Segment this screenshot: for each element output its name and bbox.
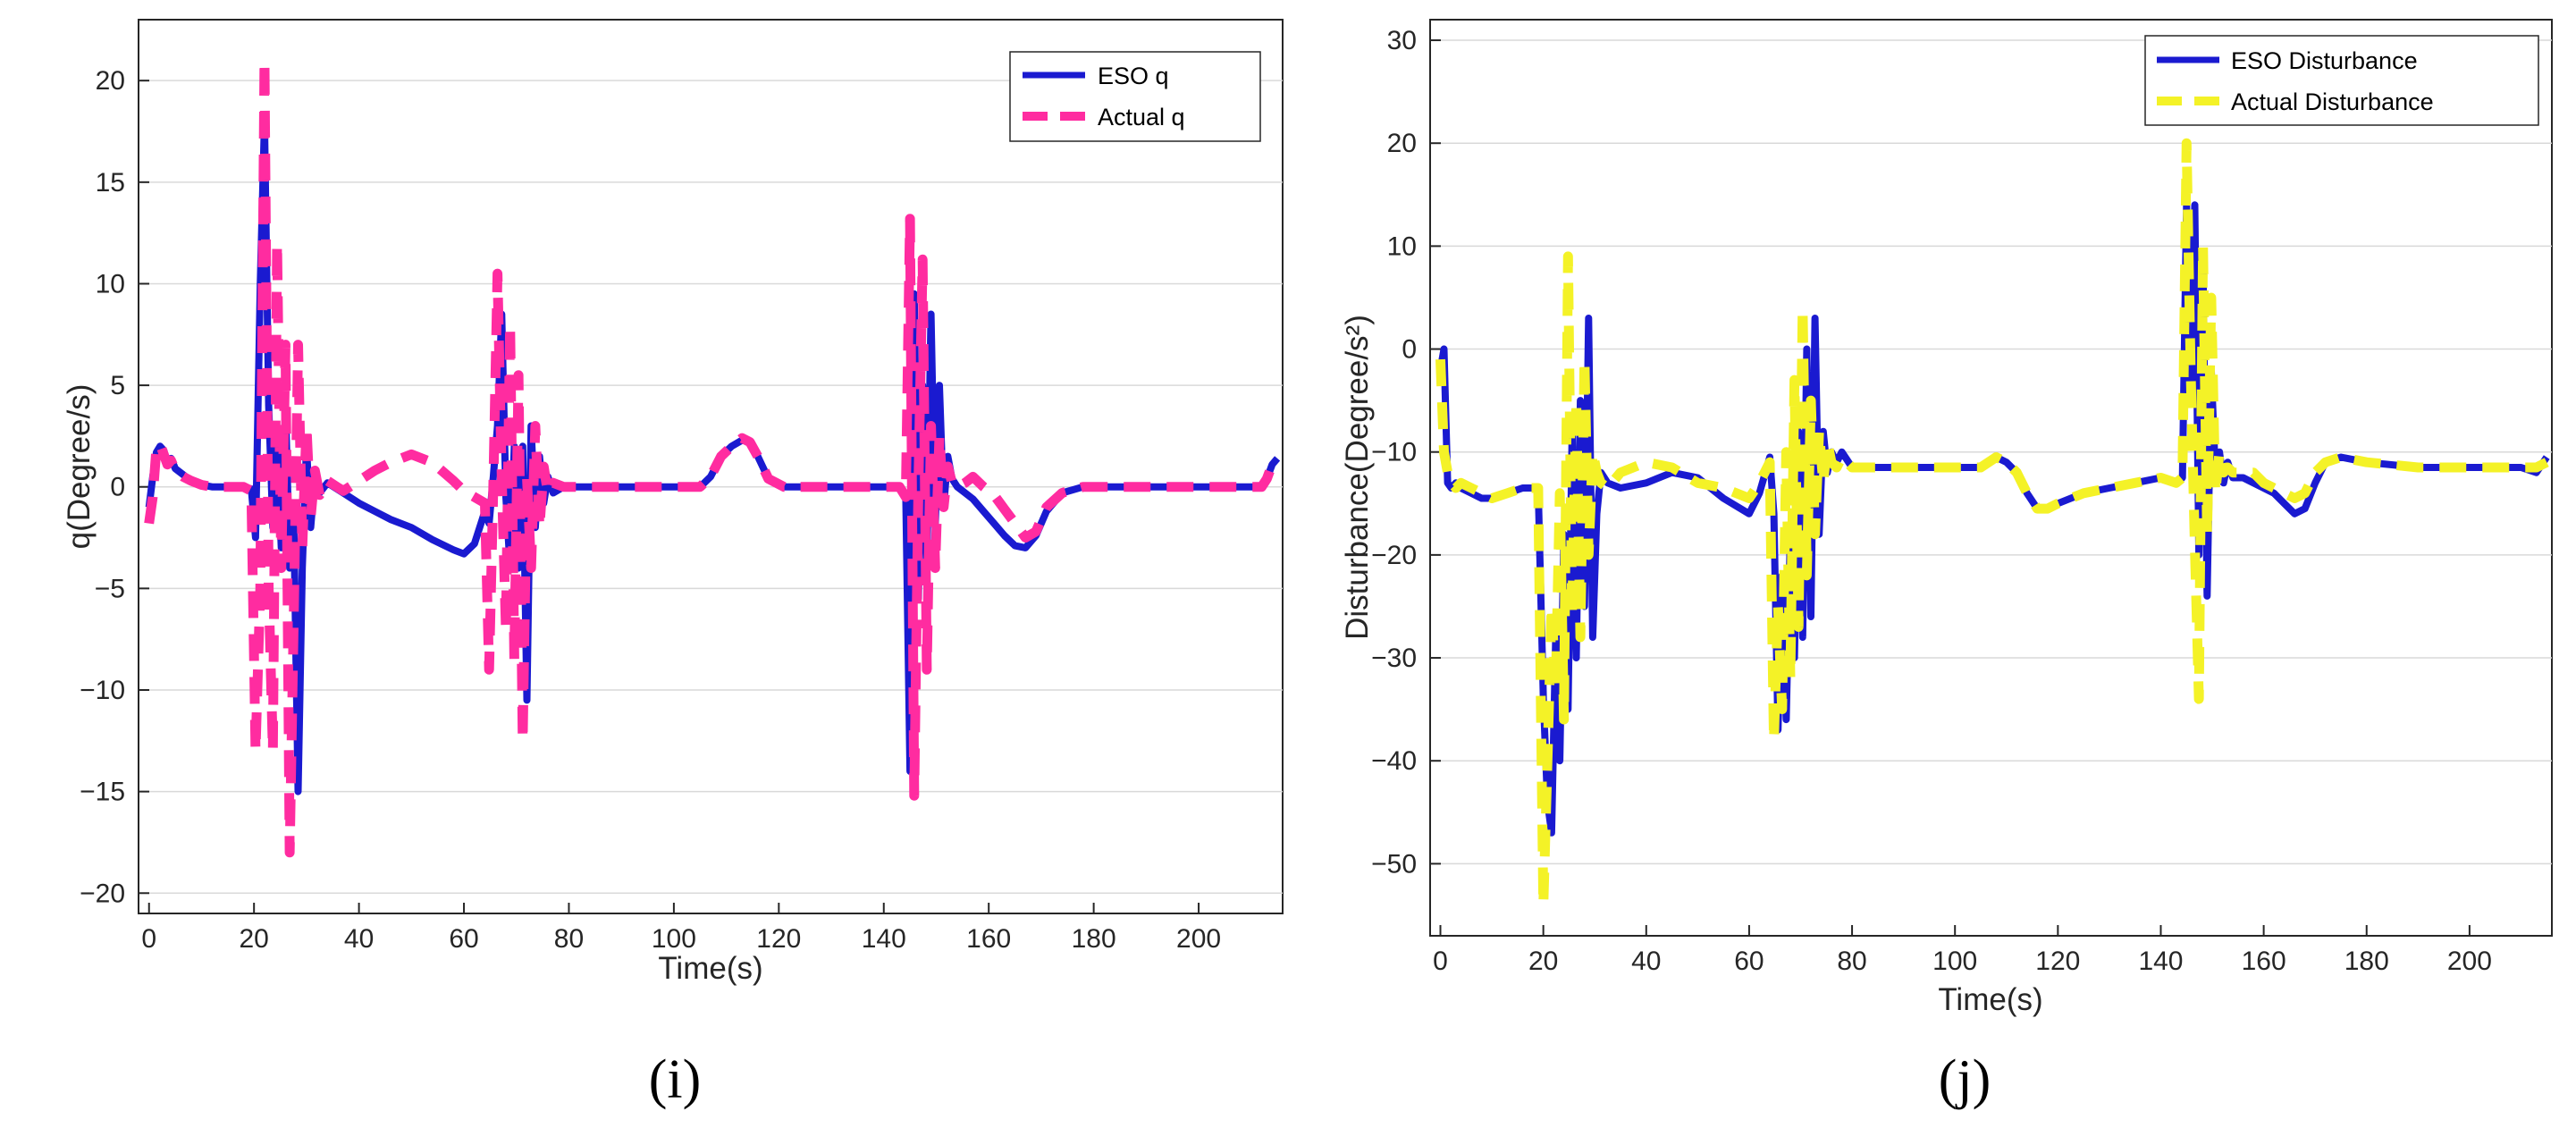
- x-tick-label: 40: [344, 924, 374, 954]
- tick-labels: −50 −40 −30 −20 −10 0 10 20 30 0 20 40 60 80 100 120 140…: [1371, 26, 2492, 976]
- x-tick-label: 80: [1837, 947, 1866, 976]
- y-axis-label: q(Degree/s): [62, 384, 97, 550]
- y-tick-label: −30: [1371, 644, 1417, 673]
- x-tick-label: 140: [2138, 947, 2183, 976]
- x-tick-label: 100: [652, 924, 696, 954]
- y-tick-label: 15: [96, 168, 125, 198]
- x-axis-label: Time(s): [658, 951, 762, 986]
- legend-label-actual-disturbance: Actual Disturbance: [2231, 88, 2434, 115]
- y-tick-label: −20: [1371, 541, 1417, 570]
- x-tick-label: 200: [2447, 947, 2492, 976]
- y-tick-label: 0: [110, 473, 125, 502]
- x-tick-label: 40: [1631, 947, 1661, 976]
- y-tick-label: −40: [1371, 746, 1417, 776]
- x-tick-label: 180: [2344, 947, 2389, 976]
- y-tick-label: −10: [1371, 438, 1417, 467]
- legend-label-actual-q: Actual q: [1098, 104, 1185, 130]
- y-tick-label: 10: [1387, 231, 1417, 261]
- x-tick-label: 20: [239, 924, 268, 954]
- x-tick-label: 160: [966, 924, 1011, 954]
- y-tick-label: −10: [80, 676, 125, 705]
- legend-box: [1009, 51, 1261, 142]
- x-tick-label: 200: [1176, 924, 1221, 954]
- legend-label-eso-disturbance: ESO Disturbance: [2231, 47, 2418, 74]
- x-tick-label: 0: [141, 924, 156, 954]
- x-tick-label: 100: [1932, 947, 1977, 976]
- series-line-actual-q: [144, 55, 1282, 858]
- y-gridlines: [1430, 39, 2552, 936]
- y-tick-label: 10: [96, 269, 125, 299]
- y-axis-label: Disturbance(Degree/s²): [1340, 315, 1375, 640]
- y-tick-label: −5: [95, 574, 125, 603]
- x-tick-label: 0: [1433, 947, 1448, 976]
- y-tick-label: 0: [1402, 335, 1417, 365]
- panel-caption-i: (i): [649, 1049, 702, 1110]
- x-tick-label: 160: [2242, 947, 2286, 976]
- legend: ESO q Actual q: [1009, 51, 1261, 142]
- series-lines: [1435, 138, 2550, 910]
- series-lines: [144, 55, 1282, 858]
- y-tick-label: 30: [1387, 26, 1417, 55]
- x-tick-label: 140: [862, 924, 906, 954]
- legend: ESO Disturbance Actual Disturbance: [2144, 35, 2539, 126]
- legend-label-eso-q: ESO q: [1098, 63, 1169, 89]
- x-tick-label: 180: [1072, 924, 1116, 954]
- y-tick-label: 5: [110, 371, 125, 400]
- y-gridlines: [139, 80, 1283, 913]
- x-tick-label: 120: [2035, 947, 2080, 976]
- panel-caption-j: (j): [1939, 1049, 1991, 1110]
- x-tick-label: 60: [1734, 947, 1764, 976]
- x-tick-label: 20: [1528, 947, 1558, 976]
- y-tick-label: 20: [96, 66, 125, 96]
- y-tick-label: −20: [80, 879, 125, 908]
- chart-panel-j: −50 −40 −30 −20 −10 0 10 20 30 0 20 40 60 80 100 120 140…: [1340, 19, 2553, 1110]
- y-tick-label: −50: [1371, 849, 1417, 879]
- series-line-actual-disturbance: [1435, 138, 2549, 910]
- legend-box: [2144, 35, 2539, 126]
- x-axis-label: Time(s): [1938, 982, 2042, 1017]
- y-tick-label: −15: [80, 778, 125, 807]
- y-tick-label: 20: [1387, 129, 1417, 158]
- x-tick-label: 80: [554, 924, 584, 954]
- x-tick-label: 120: [756, 924, 801, 954]
- x-tick-label: 60: [449, 924, 478, 954]
